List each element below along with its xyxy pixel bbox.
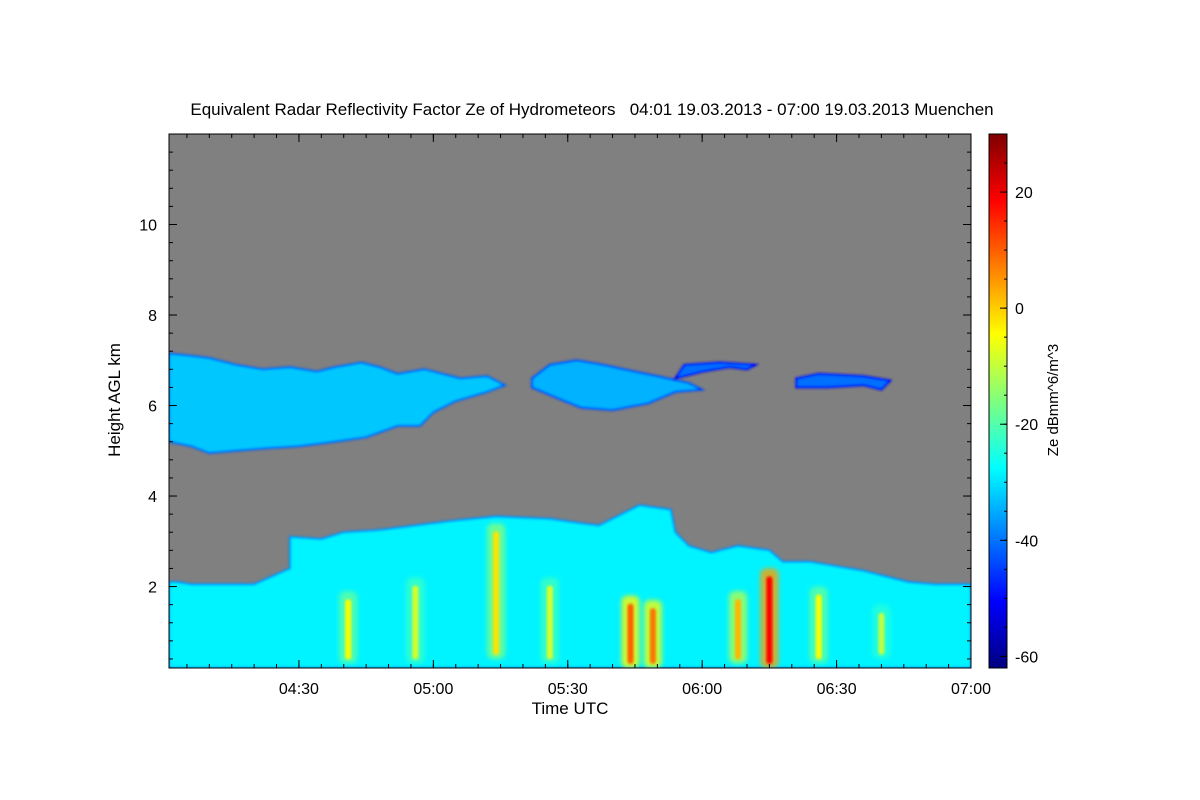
core-9	[878, 612, 885, 655]
core-1	[412, 585, 419, 660]
core-0	[345, 599, 352, 660]
echo-region-upper	[169, 352, 508, 455]
x-tick-label: 06:30	[817, 681, 857, 698]
y-axis-label: Height AGL km	[105, 343, 124, 457]
core-layer	[339, 523, 891, 668]
colorbar-tick-label: 20	[1015, 185, 1033, 202]
y-tick-label: 8	[148, 308, 157, 325]
x-tick-label: 04:30	[279, 681, 319, 698]
plot-area	[169, 134, 971, 668]
echo-region-small1	[673, 361, 760, 381]
x-tick-label: 05:00	[413, 681, 453, 698]
x-tick-label: 05:30	[548, 681, 588, 698]
core-7	[766, 576, 773, 664]
colorbar: 20 0 -20 -40 -60 Ze dBmm^6/m^3	[988, 133, 1062, 669]
y-tick-label: 4	[148, 489, 157, 506]
plot-frame	[168, 133, 972, 669]
y-tick-label: 2	[148, 580, 157, 597]
colorbar-tick-label: -20	[1015, 417, 1038, 434]
core-3	[546, 585, 553, 660]
colorbar-gradient	[988, 133, 1008, 669]
core-5	[649, 608, 656, 664]
colorbar-tick-label: -40	[1015, 533, 1038, 550]
echo-region-small2	[795, 372, 893, 391]
colorbar-tick-label: 0	[1015, 301, 1024, 318]
core-6	[735, 599, 741, 660]
x-tick-label: 07:00	[951, 681, 991, 698]
y-axis: 2 4 6 8 10	[139, 151, 971, 660]
colorbar-ticks: 20 0 -20 -40 -60	[1000, 133, 1038, 666]
colorbar-label: Ze dBmm^6/m^3	[1045, 344, 1062, 456]
y-tick-label: 6	[148, 399, 157, 416]
x-axis: 04:30 05:00 05:30 06:00 06:30 07:00	[186, 134, 991, 698]
x-tick-label: 06:00	[682, 681, 722, 698]
core-4	[627, 603, 634, 664]
y-tick-label: 10	[139, 218, 157, 235]
colorbar-tick-label: -60	[1015, 649, 1038, 666]
echo-region-middle	[530, 359, 706, 412]
core-8	[815, 594, 822, 660]
core-2	[493, 531, 500, 655]
x-axis-label: Time UTC	[532, 699, 609, 718]
chart-title: Equivalent Radar Reflectivity Factor Ze …	[190, 100, 993, 119]
